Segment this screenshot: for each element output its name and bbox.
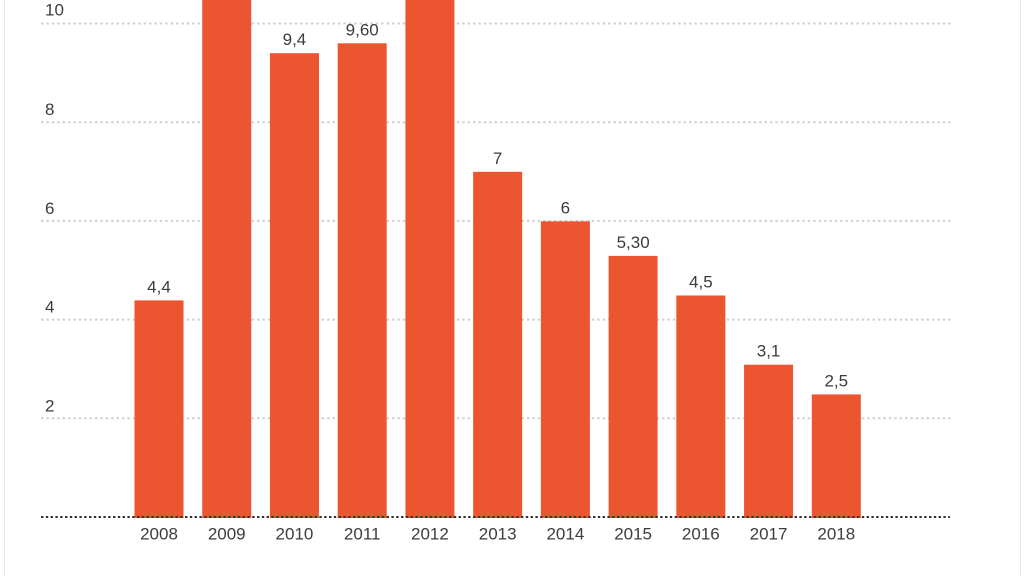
svg-text:2009: 2009 <box>208 525 246 544</box>
svg-text:2017: 2017 <box>750 525 788 544</box>
svg-text:2008: 2008 <box>140 525 178 544</box>
svg-text:9,4: 9,4 <box>283 30 307 49</box>
svg-text:4: 4 <box>45 298 54 317</box>
svg-text:2012: 2012 <box>411 525 449 544</box>
svg-text:5,30: 5,30 <box>617 233 650 252</box>
svg-text:6: 6 <box>561 198 570 217</box>
svg-text:2016: 2016 <box>682 525 720 544</box>
svg-text:9,60: 9,60 <box>346 20 379 39</box>
svg-text:2,5: 2,5 <box>824 371 848 390</box>
svg-text:2: 2 <box>45 396 54 415</box>
svg-text:6: 6 <box>45 199 54 218</box>
svg-text:3,1: 3,1 <box>757 342 781 361</box>
svg-text:4,4: 4,4 <box>147 277 171 296</box>
svg-text:2011: 2011 <box>344 525 381 544</box>
svg-text:10: 10 <box>45 1 64 20</box>
svg-text:2015: 2015 <box>614 525 652 544</box>
svg-text:2018: 2018 <box>817 525 855 544</box>
svg-text:2014: 2014 <box>546 525 584 544</box>
svg-text:2010: 2010 <box>276 525 314 544</box>
svg-text:4,5: 4,5 <box>689 273 713 292</box>
svg-text:8: 8 <box>45 100 54 119</box>
svg-text:7: 7 <box>493 149 502 168</box>
svg-text:2013: 2013 <box>479 525 517 544</box>
